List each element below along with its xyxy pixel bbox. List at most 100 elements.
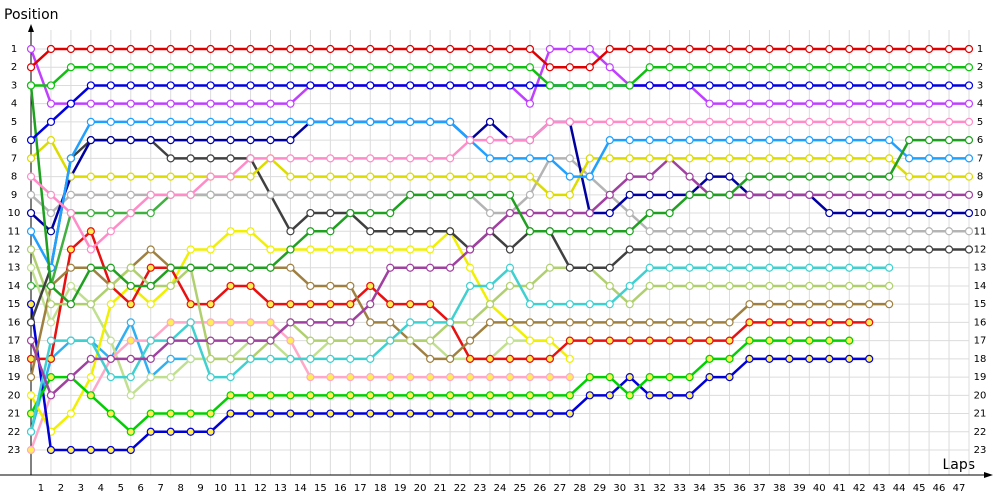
- lap-marker: [46, 336, 56, 345]
- lap-marker: [505, 63, 515, 72]
- lap-marker: [426, 300, 435, 309]
- y-tick-label: 19: [8, 372, 21, 383]
- lap-marker: [924, 172, 934, 181]
- lap-marker: [206, 136, 215, 145]
- lap-marker: [106, 172, 115, 181]
- lap-marker: [46, 227, 56, 236]
- lap-marker: [885, 263, 894, 272]
- lap-marker: [226, 190, 235, 199]
- lap-marker: [865, 172, 874, 181]
- lap-marker: [246, 44, 255, 54]
- lap-marker: [126, 318, 135, 327]
- lap-marker: [86, 391, 95, 400]
- lap-marker: [306, 300, 315, 309]
- lap-marker: [426, 372, 435, 382]
- lap-marker: [905, 44, 914, 54]
- lap-marker: [226, 81, 235, 90]
- lap-marker: [86, 245, 95, 254]
- lap-marker: [645, 391, 654, 400]
- lap-marker: [585, 172, 594, 181]
- lap-marker: [406, 245, 415, 254]
- lap-marker: [505, 208, 515, 218]
- lap-marker: [286, 300, 295, 309]
- lap-marker: [186, 409, 195, 418]
- lap-marker: [765, 336, 774, 345]
- lap-marker: [286, 336, 295, 345]
- lap-marker: [106, 190, 115, 199]
- lap-marker: [885, 245, 894, 254]
- x-tick-label: 1: [38, 483, 44, 494]
- lap-marker: [765, 136, 774, 145]
- y-tick-label: 5: [11, 117, 17, 128]
- lap-marker: [86, 117, 95, 127]
- lap-marker: [705, 245, 714, 254]
- lap-marker: [605, 281, 614, 291]
- lap-marker: [705, 136, 714, 145]
- lap-marker: [964, 117, 974, 127]
- lap-marker: [106, 263, 115, 272]
- lap-marker: [366, 81, 375, 90]
- lap-marker: [106, 372, 115, 382]
- lap-marker: [765, 44, 774, 54]
- lap-marker: [665, 136, 674, 145]
- lap-marker: [186, 245, 195, 254]
- lap-marker: [246, 99, 255, 108]
- lap-marker: [505, 44, 515, 54]
- lap-marker: [944, 63, 954, 72]
- lap-marker: [525, 318, 535, 327]
- lap-marker: [685, 227, 694, 236]
- lap-marker: [845, 354, 854, 363]
- lap-marker: [286, 190, 295, 199]
- lap-marker: [406, 336, 415, 345]
- lap-marker: [485, 154, 495, 163]
- lap-marker: [625, 245, 634, 254]
- lap-marker: [146, 208, 155, 218]
- lap-marker: [525, 336, 535, 345]
- lap-marker: [106, 63, 115, 72]
- lap-marker: [446, 391, 455, 400]
- x-tick-label: 33: [673, 483, 686, 494]
- lap-marker: [26, 318, 36, 327]
- lap-marker: [66, 208, 76, 218]
- lap-marker: [46, 136, 56, 145]
- lap-marker: [286, 154, 295, 163]
- lap-marker: [346, 372, 355, 382]
- lap-marker: [725, 318, 734, 327]
- lap-marker: [146, 427, 155, 436]
- lap-marker: [845, 44, 854, 54]
- lap-marker: [346, 318, 355, 327]
- lap-marker: [944, 117, 954, 127]
- y-tick-label-right: 14: [974, 281, 987, 292]
- lap-marker: [146, 354, 155, 363]
- lap-marker: [625, 117, 634, 127]
- lap-marker: [46, 372, 56, 382]
- lap-marker: [485, 172, 495, 181]
- lap-marker: [86, 190, 95, 199]
- lap-marker: [386, 154, 395, 163]
- lap-marker: [286, 318, 295, 327]
- lap-marker: [885, 136, 894, 145]
- lap-marker: [505, 281, 515, 291]
- lap-marker: [625, 336, 634, 345]
- lap-marker: [286, 354, 295, 363]
- y-tick-label: 9: [11, 190, 17, 201]
- lap-marker: [26, 445, 36, 455]
- lap-marker: [186, 318, 195, 327]
- lap-marker: [585, 44, 594, 54]
- lap-marker: [964, 245, 974, 254]
- lap-marker: [226, 117, 235, 127]
- lap-marker: [106, 208, 115, 218]
- lap-marker: [865, 63, 874, 72]
- lap-marker: [525, 172, 535, 181]
- lap-marker: [525, 136, 535, 145]
- lap-marker: [226, 318, 235, 327]
- lap-marker: [26, 245, 36, 254]
- lap-marker: [525, 44, 535, 54]
- x-tick-label: 24: [494, 483, 507, 494]
- lap-marker: [186, 99, 195, 108]
- lap-marker: [306, 318, 315, 327]
- lap-marker: [545, 227, 554, 236]
- lap-marker: [665, 154, 674, 163]
- lap-marker: [665, 318, 674, 327]
